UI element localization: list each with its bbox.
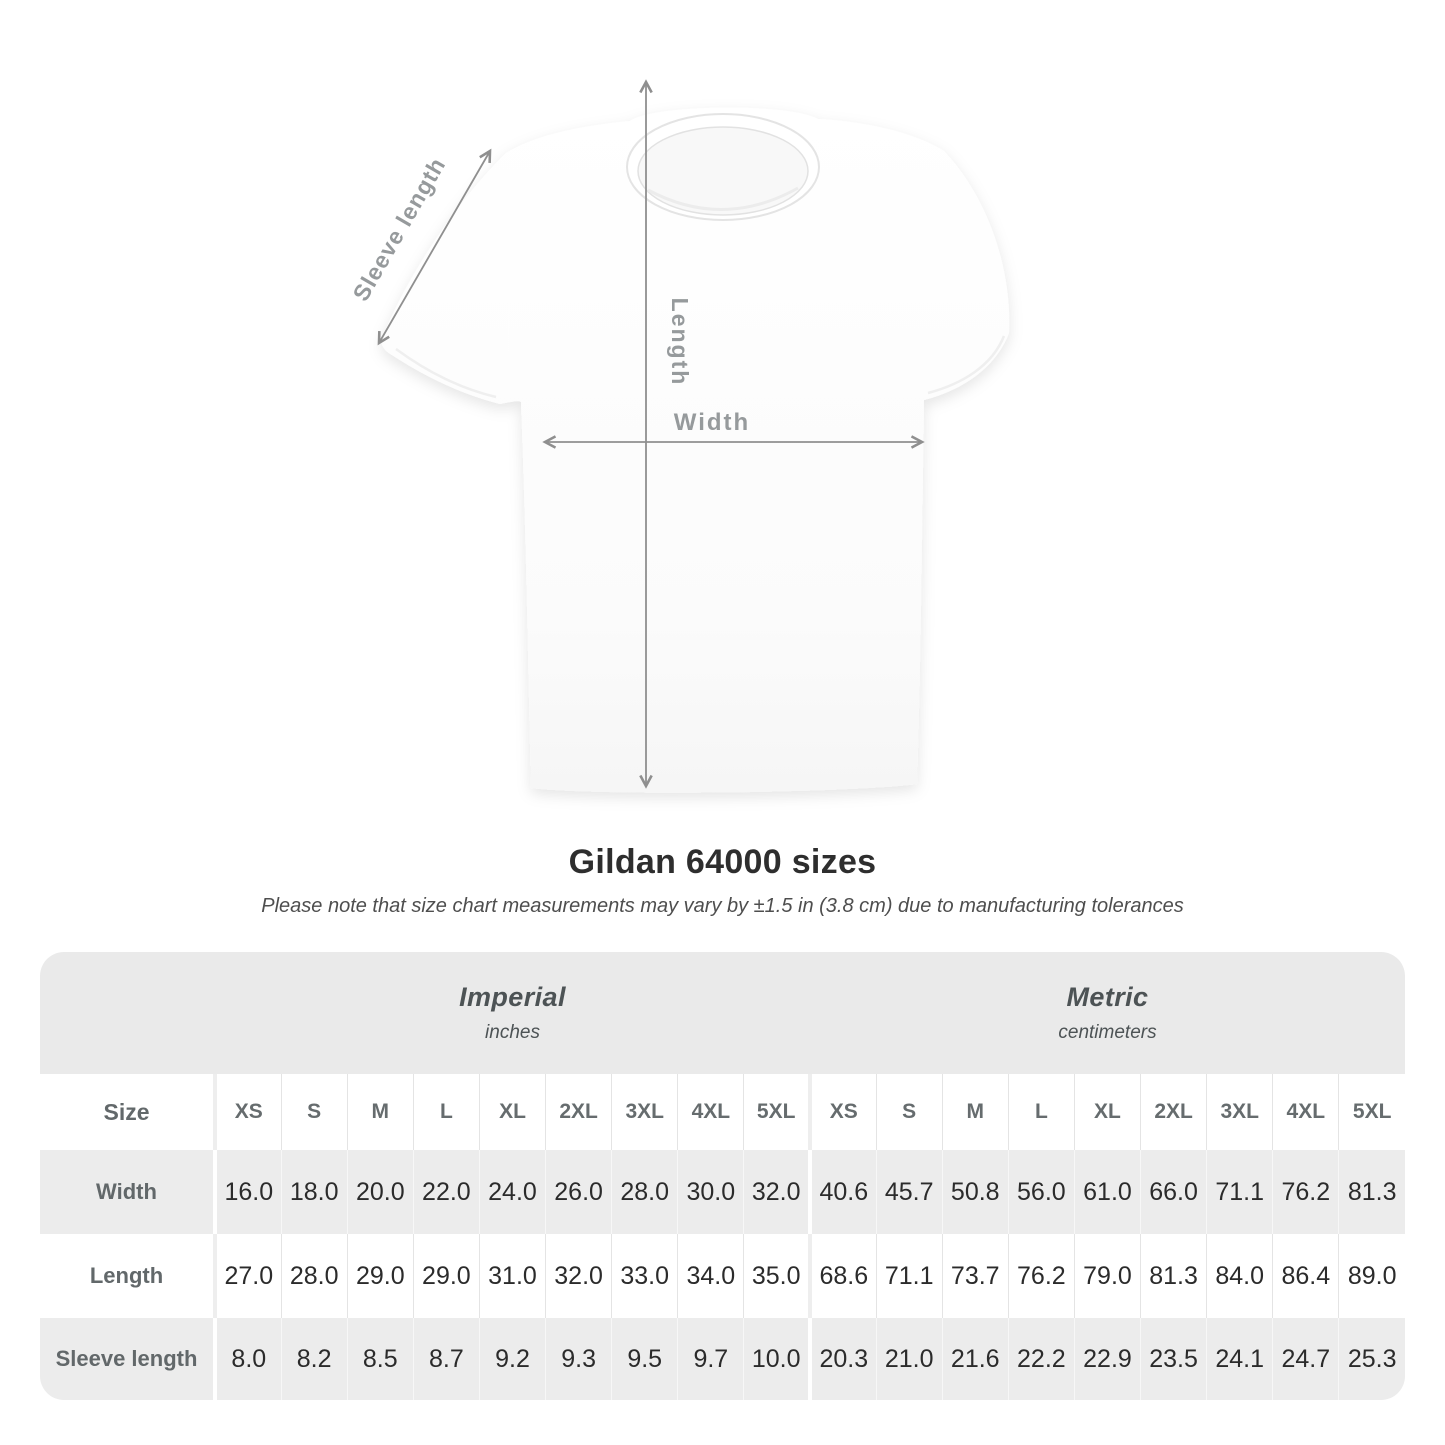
value-cell: 9.2 <box>478 1318 546 1400</box>
tolerance-note: Please note that size chart measurements… <box>261 895 1184 917</box>
size-header-row: Size XS S M L XL 2XL 3XL 4XL 5XL XS S M … <box>40 1074 1405 1150</box>
value-cell: 9.3 <box>545 1318 612 1400</box>
value-cell: 81.3 <box>1140 1234 1207 1318</box>
value-cell: 27.0 <box>212 1234 282 1318</box>
value-cell: 31.0 <box>478 1234 546 1318</box>
size-col-header: S <box>875 1074 943 1150</box>
size-col-header: 4XL <box>677 1074 744 1150</box>
size-col-header: M <box>346 1074 414 1150</box>
value-cell: 21.6 <box>941 1318 1009 1400</box>
value-cell: 79.0 <box>1073 1234 1141 1318</box>
value-cell: 73.7 <box>941 1234 1009 1318</box>
size-col-header: 3XL <box>611 1074 678 1150</box>
size-col-header: 3XL <box>1206 1074 1273 1150</box>
value-cell: 24.7 <box>1272 1318 1339 1400</box>
imperial-group-header: Imperial inches <box>215 952 810 1074</box>
value-cell: 22.0 <box>412 1150 480 1234</box>
value-cell: 23.5 <box>1140 1318 1207 1400</box>
size-column-header: Size <box>40 1074 215 1150</box>
corner-cell <box>40 952 215 1074</box>
value-cell: 56.0 <box>1007 1150 1075 1234</box>
width-arrow-label: Width <box>674 409 750 436</box>
metric-group-header: Metric centimeters <box>809 952 1405 1074</box>
size-col-header: XL <box>1073 1074 1141 1150</box>
row-label: Width <box>40 1150 215 1234</box>
value-cell: 76.2 <box>1272 1150 1339 1234</box>
value-cell: 21.0 <box>875 1318 943 1400</box>
value-cell: 8.2 <box>280 1318 348 1400</box>
value-cell: 29.0 <box>346 1234 414 1318</box>
value-cell: 28.0 <box>280 1234 348 1318</box>
value-cell: 26.0 <box>545 1150 612 1234</box>
value-cell: 35.0 <box>743 1234 810 1318</box>
tshirt-diagram: Width Length Sleeve length <box>347 79 1010 793</box>
size-col-header: 2XL <box>1140 1074 1207 1150</box>
size-col-header: 2XL <box>545 1074 612 1150</box>
value-cell: 33.0 <box>611 1234 678 1318</box>
tshirt-image <box>381 107 1010 793</box>
value-cell: 22.9 <box>1073 1318 1141 1400</box>
size-col-header: XL <box>478 1074 546 1150</box>
size-col-header: XS <box>807 1074 877 1150</box>
value-cell: 22.2 <box>1007 1318 1075 1400</box>
size-col-header: M <box>941 1074 1009 1150</box>
value-cell: 8.5 <box>346 1318 414 1400</box>
value-cell: 8.7 <box>412 1318 480 1400</box>
value-cell: 68.6 <box>807 1234 877 1318</box>
size-col-header: 5XL <box>743 1074 810 1150</box>
value-cell: 28.0 <box>611 1150 678 1234</box>
value-cell: 66.0 <box>1140 1150 1207 1234</box>
value-cell: 10.0 <box>743 1318 810 1400</box>
value-cell: 24.0 <box>478 1150 546 1234</box>
value-cell: 76.2 <box>1007 1234 1075 1318</box>
value-cell: 29.0 <box>412 1234 480 1318</box>
value-cell: 9.5 <box>611 1318 678 1400</box>
value-cell: 81.3 <box>1338 1150 1405 1234</box>
size-col-header: 4XL <box>1272 1074 1339 1150</box>
size-col-header: L <box>412 1074 480 1150</box>
size-col-header: L <box>1007 1074 1075 1150</box>
value-cell: 20.3 <box>807 1318 877 1400</box>
value-cell: 9.7 <box>677 1318 744 1400</box>
value-cell: 18.0 <box>280 1150 348 1234</box>
metric-group-name: Metric <box>1066 982 1149 1012</box>
size-col-header: XS <box>212 1074 282 1150</box>
row-label: Length <box>40 1234 215 1318</box>
imperial-group-unit: inches <box>485 1022 540 1043</box>
value-cell: 34.0 <box>677 1234 744 1318</box>
value-cell: 50.8 <box>941 1150 1009 1234</box>
value-cell: 71.1 <box>875 1234 943 1318</box>
value-cell: 25.3 <box>1338 1318 1405 1400</box>
imperial-group-name: Imperial <box>459 982 566 1012</box>
value-cell: 84.0 <box>1206 1234 1273 1318</box>
page-title: Gildan 64000 sizes <box>568 843 877 881</box>
value-cell: 30.0 <box>677 1150 744 1234</box>
metric-group-unit: centimeters <box>1058 1022 1157 1043</box>
length-arrow-label: Length <box>667 298 693 387</box>
value-cell: 8.0 <box>212 1318 282 1400</box>
unit-group-header-row: Imperial inches Metric centimeters <box>40 952 1405 1074</box>
table-row-length: Length 27.0 28.0 29.0 29.0 31.0 32.0 33.… <box>40 1234 1405 1318</box>
size-chart-table: Imperial inches Metric centimeters Size … <box>40 952 1405 1400</box>
table-row-width: Width 16.0 18.0 20.0 22.0 24.0 26.0 28.0… <box>40 1150 1405 1234</box>
value-cell: 89.0 <box>1338 1234 1405 1318</box>
row-label: Sleeve length <box>40 1318 215 1400</box>
value-cell: 40.6 <box>807 1150 877 1234</box>
value-cell: 32.0 <box>743 1150 810 1234</box>
table-row-sleeve-length: Sleeve length 8.0 8.2 8.5 8.7 9.2 9.3 9.… <box>40 1318 1405 1400</box>
size-col-header: S <box>280 1074 348 1150</box>
value-cell: 71.1 <box>1206 1150 1273 1234</box>
sleeve-length-arrow <box>377 148 492 346</box>
size-col-header: 5XL <box>1338 1074 1405 1150</box>
value-cell: 32.0 <box>545 1234 612 1318</box>
value-cell: 20.0 <box>346 1150 414 1234</box>
value-cell: 24.1 <box>1206 1318 1273 1400</box>
value-cell: 16.0 <box>212 1150 282 1234</box>
value-cell: 86.4 <box>1272 1234 1339 1318</box>
value-cell: 45.7 <box>875 1150 943 1234</box>
value-cell: 61.0 <box>1073 1150 1141 1234</box>
